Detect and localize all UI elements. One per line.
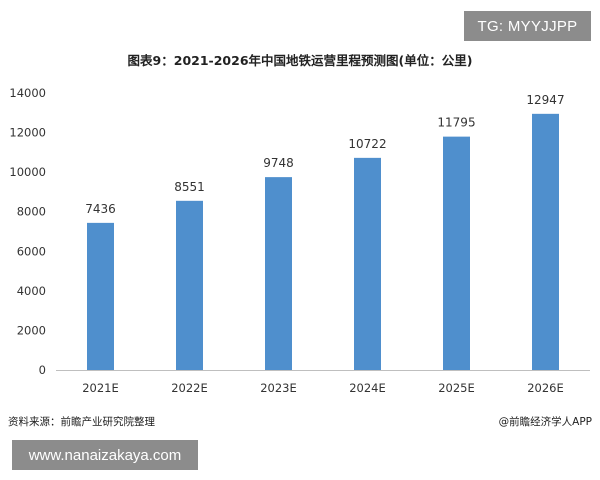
y-tick-label: 4000 (17, 284, 46, 298)
bar-2025E (443, 137, 470, 370)
y-tick-label: 6000 (17, 244, 46, 258)
bar-value-label: 9748 (263, 156, 294, 170)
bar-data-labels: 7436 8551 9748 10722 11795 12947 (85, 93, 564, 216)
x-tick-label: 2026E (527, 381, 564, 395)
bar-2021E (87, 223, 114, 370)
y-tick-label: 10000 (9, 165, 46, 179)
x-axis-labels: 2021E 2022E 2023E 2024E 2025E 2026E (82, 381, 564, 395)
credit-note: @前瞻经济学人APP (499, 414, 592, 429)
x-tick-label: 2022E (171, 381, 208, 395)
y-tick-label: 12000 (9, 126, 46, 140)
source-note: 资料来源：前瞻产业研究院整理 (8, 414, 155, 429)
bar-value-label: 8551 (174, 180, 205, 194)
y-tick-label: 8000 (17, 205, 46, 219)
bars (87, 114, 559, 370)
bar-2026E (532, 114, 559, 370)
bar-2023E (265, 177, 292, 370)
website-watermark-badge: www.nanaizakaya.com (12, 440, 198, 470)
x-tick-label: 2024E (349, 381, 386, 395)
bar-value-label: 12947 (526, 93, 564, 107)
bar-value-label: 11795 (437, 116, 475, 130)
y-tick-label: 0 (39, 363, 46, 377)
x-tick-label: 2025E (438, 381, 475, 395)
y-axis-ticks: 0 2000 4000 6000 8000 10000 12000 14000 (9, 86, 46, 377)
bar-value-label: 7436 (85, 202, 116, 216)
bar-chart: 0 2000 4000 6000 8000 10000 12000 14000 7436 855… (0, 0, 600, 410)
bar-2022E (176, 201, 203, 370)
bar-2024E (354, 158, 381, 370)
x-tick-label: 2021E (82, 381, 119, 395)
y-tick-label: 14000 (9, 86, 46, 100)
x-tick-label: 2023E (260, 381, 297, 395)
bar-value-label: 10722 (348, 137, 386, 151)
y-tick-label: 2000 (17, 323, 46, 337)
